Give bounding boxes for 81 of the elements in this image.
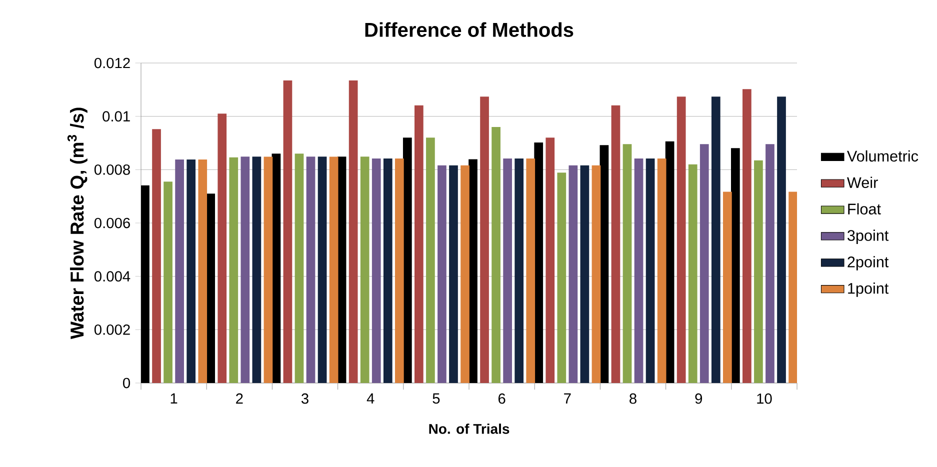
bar: [414, 105, 424, 383]
bar: [492, 126, 500, 383]
x-tick-label: 4: [366, 393, 374, 404]
bar: [272, 154, 281, 383]
x-tick-label: 2: [236, 393, 243, 404]
bar: [711, 96, 720, 383]
bar: [622, 144, 632, 383]
y-tick-label: 0.002: [94, 324, 130, 335]
bar: [306, 156, 316, 383]
x-tick-label: 3: [301, 393, 308, 404]
bar: [777, 96, 786, 383]
bar: [152, 129, 161, 383]
bar: [383, 158, 392, 383]
bar: [337, 156, 346, 383]
y-axis-title: Water Flow Rate Q, (m$^{3}$ /s): [67, 108, 88, 340]
bar: [438, 165, 446, 383]
bar: [426, 138, 435, 383]
bar: [788, 192, 798, 383]
x-tick-label: 1: [170, 393, 178, 404]
bar: [646, 158, 655, 383]
bar: [592, 165, 601, 383]
bar: [360, 156, 370, 383]
x-tick-label: 7: [564, 393, 571, 404]
bar: [580, 165, 590, 383]
chart-title: Difference of Methods: [365, 22, 574, 37]
bar: [600, 145, 609, 383]
legend-label: Volumetric: [846, 150, 918, 162]
bar: [394, 158, 404, 383]
legend-label: 2point: [848, 256, 889, 270]
bar: [688, 164, 698, 383]
bar: [700, 144, 709, 383]
bar: [766, 144, 774, 383]
y-tick-label: 0.008: [94, 164, 130, 175]
bar: [294, 154, 304, 383]
bar: [730, 148, 740, 383]
bar: [372, 158, 381, 383]
bar: [141, 185, 150, 383]
x-tick-label: 8: [630, 393, 636, 404]
bar: [742, 89, 752, 383]
bar: [514, 158, 524, 383]
bar: [611, 105, 620, 383]
legend-label: Float: [848, 203, 881, 214]
bar: [186, 160, 196, 383]
bar: [557, 172, 566, 383]
bar: [318, 156, 327, 383]
bar: [175, 160, 184, 383]
y-tick-label: 0.006: [94, 218, 130, 228]
bar: [229, 157, 238, 383]
bar: [503, 158, 512, 383]
x-tick-label: 5: [432, 393, 440, 404]
x-tick-label: 6: [498, 393, 506, 404]
bar: [329, 156, 338, 383]
bar: [754, 160, 763, 383]
y-tick-label: 0.01: [102, 111, 130, 122]
bar: [198, 160, 208, 383]
x-tick-label: 9: [695, 393, 702, 404]
legend-label: 1point: [848, 282, 889, 297]
bar: [657, 158, 666, 383]
bar: [676, 96, 686, 383]
bar: [526, 158, 536, 383]
bar: [722, 192, 732, 383]
bar: [283, 80, 292, 383]
bar: [480, 96, 489, 383]
bar: [218, 114, 227, 383]
bar: [252, 156, 262, 383]
bar: [449, 165, 458, 383]
bar: [348, 80, 358, 383]
x-axis-title: No. of Trials: [429, 424, 510, 434]
y-tick-label: 0.004: [94, 271, 130, 282]
bar: [164, 182, 172, 383]
legend-label: 3point: [848, 230, 889, 244]
bar: [264, 156, 273, 383]
bar: [240, 156, 250, 383]
y-tick-label: 0.012: [94, 58, 130, 68]
bar: [634, 158, 644, 383]
bar: [546, 138, 555, 383]
x-tick-label: 10: [757, 393, 772, 404]
bar: [460, 165, 470, 383]
bar: [568, 165, 578, 383]
legend-label: Weir: [846, 176, 878, 188]
y-tick-label: 0: [123, 378, 130, 388]
